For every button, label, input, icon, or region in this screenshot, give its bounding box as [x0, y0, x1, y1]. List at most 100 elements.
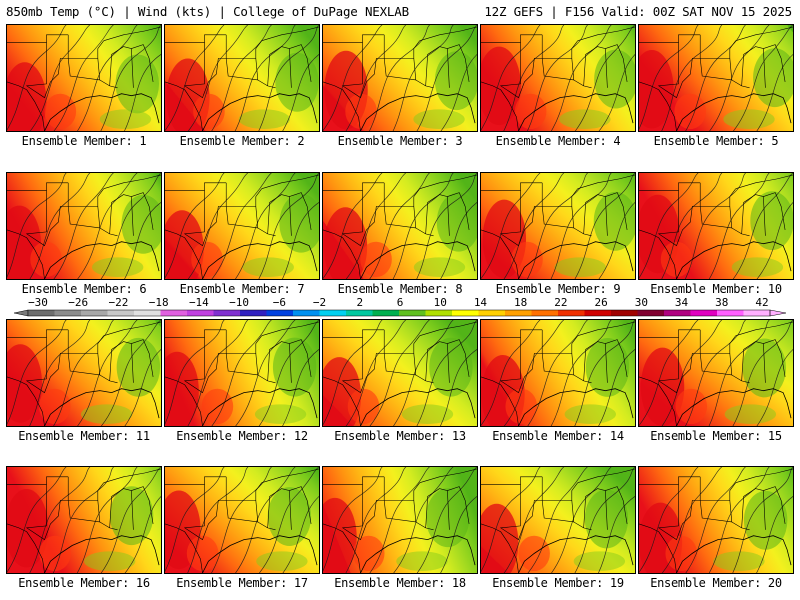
isotherm-contour — [550, 25, 612, 131]
isotherm-contour — [503, 467, 565, 573]
state-border — [267, 341, 292, 383]
gulf-coastline — [202, 241, 318, 279]
ensemble-member-map — [6, 172, 162, 280]
colorbar-swatch — [372, 310, 400, 316]
isotherm-contour — [234, 173, 296, 279]
state-border — [699, 34, 736, 59]
state-border — [289, 339, 312, 377]
colorbar-swatch — [346, 310, 373, 316]
isotherm-contour — [481, 320, 541, 426]
colorbar-tick-label: −22 — [108, 296, 129, 309]
colorbar-tick-label: 30 — [634, 296, 648, 309]
state-border — [261, 174, 319, 189]
isotherm-contour — [52, 467, 115, 573]
isotherm-contour — [29, 320, 91, 426]
isotherm-contour — [345, 25, 407, 131]
state-border — [165, 329, 227, 338]
ensemble-member-caption: Ensemble Member: 3 — [337, 134, 463, 148]
state-border — [261, 321, 319, 336]
isotherm-contour — [53, 173, 114, 279]
state-border — [763, 44, 786, 82]
state-border — [481, 329, 543, 338]
state-border — [447, 192, 470, 230]
isotherm-contour — [732, 467, 793, 573]
isotherm-contour — [211, 320, 272, 426]
state-border — [577, 468, 635, 483]
ensemble-member-map — [164, 319, 320, 427]
colorbar-swatch — [717, 310, 744, 316]
state-border — [657, 484, 701, 541]
isotherm-contour — [282, 53, 319, 131]
state-border — [699, 500, 732, 523]
ensemble-member-panel: Ensemble Member: 10 — [638, 172, 794, 302]
state-border — [605, 44, 628, 82]
cool-pocket-area — [99, 109, 152, 130]
state-border — [383, 353, 416, 376]
ensemble-member-caption: Ensemble Member: 12 — [176, 429, 308, 443]
cool-pocket-area — [275, 52, 319, 112]
cool-pocket-area — [584, 489, 629, 549]
isotherm-contour — [416, 320, 477, 426]
state-border — [541, 58, 574, 81]
isotherm-contour — [187, 25, 249, 131]
state-border — [165, 34, 227, 43]
mexico-border — [165, 523, 203, 573]
colorbar-swatch — [293, 310, 320, 316]
isotherm-contour — [323, 467, 383, 572]
state-border — [657, 42, 701, 99]
state-border — [541, 329, 578, 354]
state-border — [413, 500, 434, 531]
isotherm-contour — [124, 348, 161, 426]
state-border — [103, 468, 161, 483]
state-border — [741, 341, 766, 383]
state-border — [97, 58, 118, 89]
warm-core-area — [665, 535, 698, 572]
cool-pocket-area — [401, 404, 454, 425]
isotherm-contour — [369, 173, 430, 279]
isotherm-contour — [503, 320, 565, 426]
mexico-border — [639, 376, 677, 426]
isotherm-contour — [187, 467, 249, 573]
state-border — [605, 339, 628, 377]
colorbar-swatch — [28, 310, 55, 316]
warm-core-area — [352, 535, 385, 572]
cool-pocket-area — [267, 487, 312, 547]
colorbar-tick-label: 2 — [356, 296, 364, 309]
state-border — [7, 182, 69, 191]
cool-pocket-area — [121, 194, 161, 254]
colorbar-right-arrow — [769, 309, 787, 317]
state-border — [323, 476, 385, 485]
isotherm-contour — [258, 467, 319, 573]
state-border — [255, 353, 276, 384]
state-border — [699, 329, 736, 354]
isotherm-contour — [100, 467, 161, 573]
isotherm-contour — [165, 467, 225, 572]
state-border — [447, 44, 470, 82]
state-border — [383, 329, 420, 354]
state-border — [109, 46, 134, 88]
colorbar-tick-label: −18 — [148, 296, 169, 309]
isotherm-contour — [684, 173, 747, 279]
ensemble-member-caption: Ensemble Member: 9 — [495, 282, 621, 296]
ensemble-member-map — [480, 466, 636, 574]
state-border — [763, 486, 786, 524]
gulf-coastline — [518, 388, 634, 426]
isotherm-contour — [440, 496, 477, 573]
isotherm-contour — [481, 467, 541, 573]
ensemble-member-panel: Ensemble Member: 19 — [480, 466, 636, 596]
state-border — [183, 42, 227, 99]
ensemble-member-caption: Ensemble Member: 5 — [653, 134, 779, 148]
ensemble-member-map — [638, 466, 794, 574]
ensemble-member-map — [638, 24, 794, 132]
ensemble-member-caption: Ensemble Member: 8 — [337, 282, 463, 296]
ensemble-member-panel: Ensemble Member: 2 — [164, 24, 320, 154]
ensemble-member-caption: Ensemble Member: 6 — [21, 282, 147, 296]
isotherm-contour — [756, 53, 793, 131]
state-border — [97, 500, 118, 531]
colorbar-tick-label: 34 — [674, 296, 689, 309]
colorbar-swatch — [531, 310, 559, 316]
panel-row-4: Ensemble Member: 16 Ensemble Member: 17 En… — [0, 466, 800, 596]
state-border — [225, 58, 258, 81]
colorbar-tick-label: 14 — [473, 296, 488, 309]
gulf-coastline — [360, 535, 476, 573]
